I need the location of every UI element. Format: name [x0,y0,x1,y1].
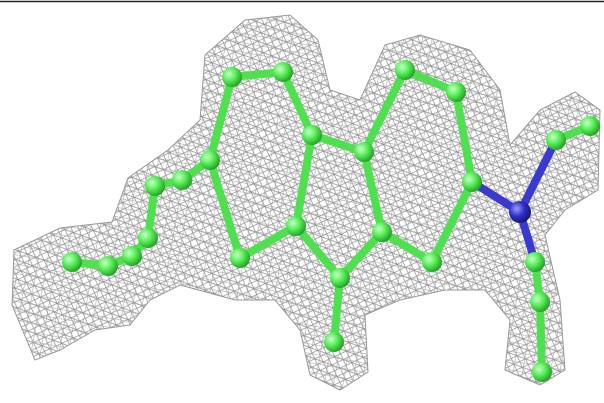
bond [330,274,344,346]
density-mesh [11,14,601,391]
bond [292,222,344,282]
carbon-atom [122,246,142,266]
carbon-atom [395,60,415,80]
bond [452,88,476,186]
carbon-atom [62,252,82,272]
bond [336,228,386,282]
carbon-atom [273,62,293,82]
carbon-atom [230,248,250,268]
bond [292,131,316,230]
carbon-atom [532,362,552,382]
carbon-atom [525,252,545,272]
bond [360,148,386,236]
atoms [62,60,600,382]
carbon-atom [145,176,165,196]
carbon-atom [372,222,392,242]
carbon-atom [172,170,192,190]
carbon-atom [138,228,158,248]
bond [536,298,546,376]
carbon-atom [446,82,466,102]
carbon-atom [324,332,344,352]
carbon-atom [422,252,442,272]
bond [206,73,236,164]
carbon-atom [222,67,242,87]
mesh-overlay [12,15,600,390]
bond [516,136,560,216]
carbon-atom [546,130,566,150]
carbon-atom [286,216,306,236]
carbon-atom [302,125,322,145]
carbon-atom [530,292,550,312]
bond [360,66,409,156]
carbon-atom [354,142,374,162]
bond [279,68,316,139]
carbon-atom [462,172,482,192]
carbon-atom [580,116,600,136]
bond [206,156,244,262]
carbon-atom [98,256,118,276]
nitrogen-atom [509,201,531,223]
bond [428,178,476,266]
carbon-atom [200,150,220,170]
carbon-atom [330,268,350,288]
bond [236,222,300,262]
